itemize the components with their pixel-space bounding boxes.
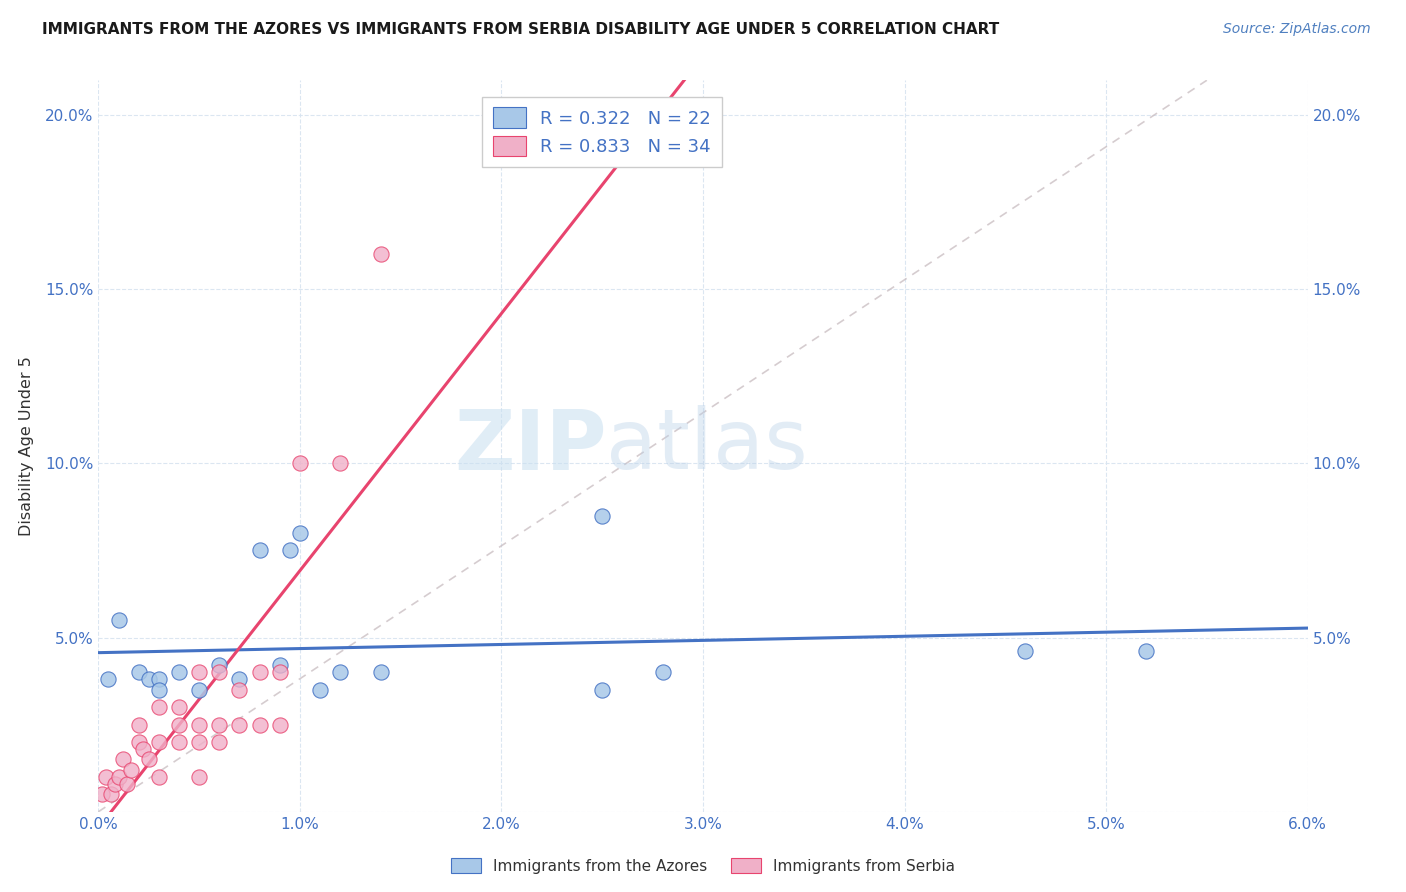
Point [1014, 644, 1036, 658]
Point [167, 700, 190, 714]
Point [128, 735, 150, 749]
Point [188, 735, 211, 749]
Text: IMMIGRANTS FROM THE AZORES VS IMMIGRANTS FROM SERBIA DISABILITY AGE UNDER 5 CORR: IMMIGRANTS FROM THE AZORES VS IMMIGRANTS… [42, 22, 1000, 37]
Point [188, 682, 211, 697]
Point [208, 735, 231, 749]
Point [167, 735, 190, 749]
Point [148, 735, 170, 749]
Point [188, 770, 211, 784]
Point [91, 787, 114, 801]
Point [249, 543, 271, 558]
Point [100, 787, 122, 801]
Point [278, 543, 301, 558]
Point [228, 673, 250, 687]
Point [269, 717, 291, 731]
Legend: Immigrants from the Azores, Immigrants from Serbia: Immigrants from the Azores, Immigrants f… [444, 852, 962, 880]
Point [370, 665, 392, 680]
Text: Source: ZipAtlas.com: Source: ZipAtlas.com [1223, 22, 1371, 37]
Point [651, 665, 673, 680]
Point [329, 457, 352, 471]
Point [167, 717, 190, 731]
Point [591, 508, 613, 523]
Point [97, 673, 120, 687]
Point [288, 526, 311, 541]
Point [120, 763, 142, 777]
Point [115, 777, 138, 791]
Point [309, 682, 332, 697]
Point [188, 665, 211, 680]
Point [148, 682, 170, 697]
Point [249, 717, 271, 731]
Point [167, 665, 190, 680]
Point [208, 665, 231, 680]
Point [138, 673, 160, 687]
Point [370, 247, 392, 261]
Point [138, 752, 160, 766]
Point [208, 717, 231, 731]
Text: atlas: atlas [606, 406, 808, 486]
Text: ZIP: ZIP [454, 406, 606, 486]
Point [111, 752, 134, 766]
Point [591, 682, 613, 697]
Point [103, 777, 125, 791]
Point [148, 673, 170, 687]
Point [148, 770, 170, 784]
Point [228, 682, 250, 697]
Point [228, 717, 250, 731]
Point [269, 658, 291, 673]
Point [128, 665, 150, 680]
Point [1135, 644, 1157, 658]
Point [128, 717, 150, 731]
Point [107, 613, 129, 627]
Point [188, 717, 211, 731]
Point [208, 658, 231, 673]
Point [249, 665, 271, 680]
Point [107, 770, 129, 784]
Point [329, 665, 352, 680]
Point [269, 665, 291, 680]
Point [96, 770, 118, 784]
Point [148, 700, 170, 714]
Point [288, 457, 311, 471]
Y-axis label: Disability Age Under 5: Disability Age Under 5 [20, 356, 34, 536]
Point [132, 742, 155, 756]
Legend: R = 0.322   N = 22, R = 0.833   N = 34: R = 0.322 N = 22, R = 0.833 N = 34 [482, 96, 721, 167]
